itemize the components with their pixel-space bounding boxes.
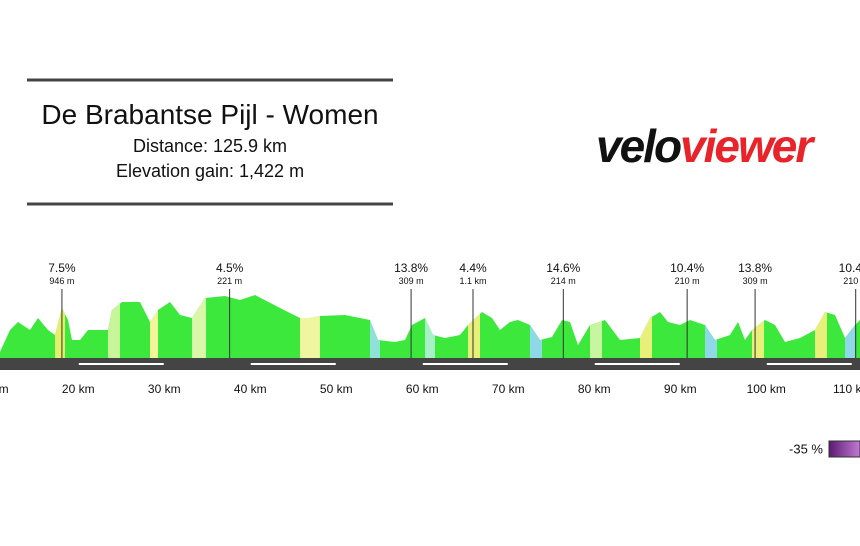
climb-length: 309 m	[399, 276, 424, 286]
legend-swatch	[828, 440, 860, 458]
climb-gradient: 10.4%	[839, 261, 860, 275]
x-tick-label: 50 km	[320, 382, 353, 396]
x-tick-label: 60 km	[406, 382, 439, 396]
climb-gradient: 4.4%	[459, 261, 487, 275]
climb-gradient: 10.4%	[670, 261, 704, 275]
logo-viewer: viewer	[680, 120, 815, 172]
x-tick-label: 40 km	[234, 382, 267, 396]
climb-length: 946 m	[49, 276, 74, 286]
profile-area	[0, 295, 860, 358]
climb-gradient: 4.5%	[216, 261, 244, 275]
x-tick-label: 70 km	[492, 382, 525, 396]
axis-stripe	[78, 363, 165, 365]
legend-label: -35 %	[789, 441, 823, 456]
title: De Brabantse Pijl - Women	[41, 99, 378, 130]
climb-gradient: 13.8%	[394, 261, 428, 275]
climb-gradient: 7.5%	[48, 261, 76, 275]
axis-stripes	[78, 363, 853, 365]
climb-length: 210 m	[843, 276, 860, 286]
x-tick-label: 10 km	[0, 382, 9, 396]
x-tick-label: 30 km	[148, 382, 181, 396]
x-tick-label: 20 km	[62, 382, 95, 396]
climb-length: 1.1 km	[459, 276, 486, 286]
climb-length: 214 m	[551, 276, 576, 286]
climb-length: 221 m	[217, 276, 242, 286]
x-tick-label: 90 km	[664, 382, 697, 396]
climb-length: 210 m	[675, 276, 700, 286]
axis-stripe	[422, 363, 509, 365]
elevation: Elevation gain: 1,422 m	[116, 161, 304, 181]
x-tick-label: 110 km	[833, 382, 860, 396]
logo-velo: velo	[596, 120, 681, 172]
axis-stripe	[766, 363, 853, 365]
x-tick-label: 100 km	[747, 382, 786, 396]
climb-gradient: 14.6%	[546, 261, 580, 275]
climb-gradient: 13.8%	[738, 261, 772, 275]
distance: Distance: 125.9 km	[133, 136, 287, 156]
axis-stripe	[250, 363, 337, 365]
x-tick-label: 80 km	[578, 382, 611, 396]
axis-stripe	[594, 363, 681, 365]
climb-length: 309 m	[743, 276, 768, 286]
logo: veloviewer	[596, 120, 815, 172]
